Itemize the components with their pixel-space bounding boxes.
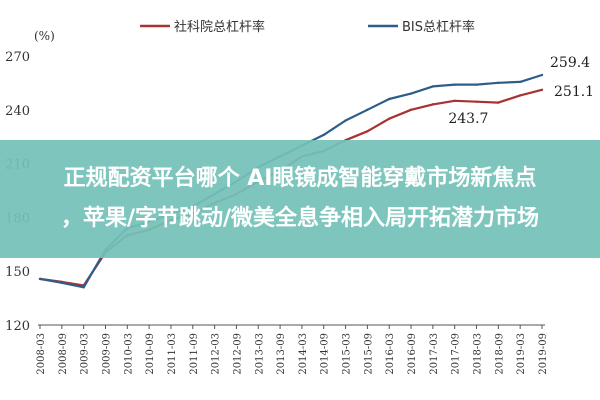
x-tick-label: 2011-03 <box>167 333 178 375</box>
data-point <box>409 108 413 111</box>
data-point <box>388 97 391 101</box>
data-point <box>540 73 544 77</box>
data-point <box>82 286 85 289</box>
x-tick-label: 2013-03 <box>254 333 265 375</box>
data-point <box>60 281 64 285</box>
x-tick-label: 2016-09 <box>407 333 418 375</box>
data-label: 243.7 <box>448 111 488 127</box>
legend-label: 社科院总杠杆率 <box>174 19 265 35</box>
x-tick-label: 2010-03 <box>123 333 134 375</box>
y-tick-label: 120 <box>5 319 30 334</box>
data-point <box>431 103 435 106</box>
data-point <box>518 94 522 97</box>
x-tick-label: 2018-09 <box>494 333 505 375</box>
x-tick-label: 2008-03 <box>36 333 47 375</box>
data-point <box>540 88 544 92</box>
x-tick-label: 2008-09 <box>58 333 69 375</box>
x-tick-label: 2019-09 <box>538 333 549 375</box>
data-point <box>475 100 478 103</box>
x-tick-label: 2009-03 <box>80 333 91 375</box>
data-point <box>497 81 500 85</box>
data-label: 259.4 <box>550 55 590 71</box>
y-tick-label: 270 <box>5 50 30 65</box>
banner-line-1: 正规配资平台哪个 AI眼镜成智能穿戴市场新焦点 <box>63 166 537 191</box>
x-tick-label: 2010-09 <box>145 333 156 375</box>
data-point <box>366 108 369 111</box>
x-tick-label: 2016-03 <box>385 333 396 375</box>
overlay-banner: 正规配资平台哪个 AI眼镜成智能穿戴市场新焦点 ，苹果/字节跳动/微美全息争相入… <box>0 140 600 258</box>
x-tick-label: 2012-03 <box>211 333 222 375</box>
data-label: 251.1 <box>554 84 594 100</box>
data-point <box>497 101 500 104</box>
data-point <box>475 83 478 86</box>
data-point <box>344 119 347 122</box>
x-tick-label: 2017-03 <box>429 333 440 375</box>
x-tick-label: 2018-03 <box>473 333 484 375</box>
x-tick-label: 2014-09 <box>320 333 331 375</box>
x-tick-label: 2012-09 <box>232 333 243 375</box>
x-tick-label: 2011-09 <box>189 333 200 375</box>
x-tick-label: 2015-09 <box>363 333 374 375</box>
x-tick-label: 2013-09 <box>276 333 287 375</box>
x-axis: 2008-03 2008-09 2009-03 2009-09 2010-03 2010-… <box>36 325 549 375</box>
annotations: 259.4 251.1 243.7 <box>448 55 594 127</box>
x-tick-label: 2019-03 <box>516 333 527 375</box>
banner-line-2: ，苹果/字节跳动/微美全息争相入局开拓潜力市场 <box>60 206 540 231</box>
data-point <box>322 133 325 137</box>
data-point <box>453 99 456 102</box>
y-axis-label: (%) <box>34 29 55 43</box>
y-tick-label: 150 <box>5 265 30 280</box>
x-tick-label: 2009-09 <box>101 333 112 375</box>
data-point <box>38 277 42 281</box>
legend-label: BIS总杠杆率 <box>402 19 475 35</box>
data-point <box>431 85 435 88</box>
data-point <box>518 80 522 84</box>
data-point <box>388 117 391 120</box>
x-tick-label: 2015-03 <box>342 333 353 375</box>
data-point <box>453 83 456 86</box>
x-tick-label: 2014-03 <box>298 333 309 375</box>
legend: 社科院总杠杆率 BIS总杠杆率 <box>140 19 475 35</box>
data-point <box>366 130 369 133</box>
x-tick-label: 2017-09 <box>451 333 462 375</box>
data-point <box>409 92 413 95</box>
y-tick-label: 240 <box>5 104 30 119</box>
